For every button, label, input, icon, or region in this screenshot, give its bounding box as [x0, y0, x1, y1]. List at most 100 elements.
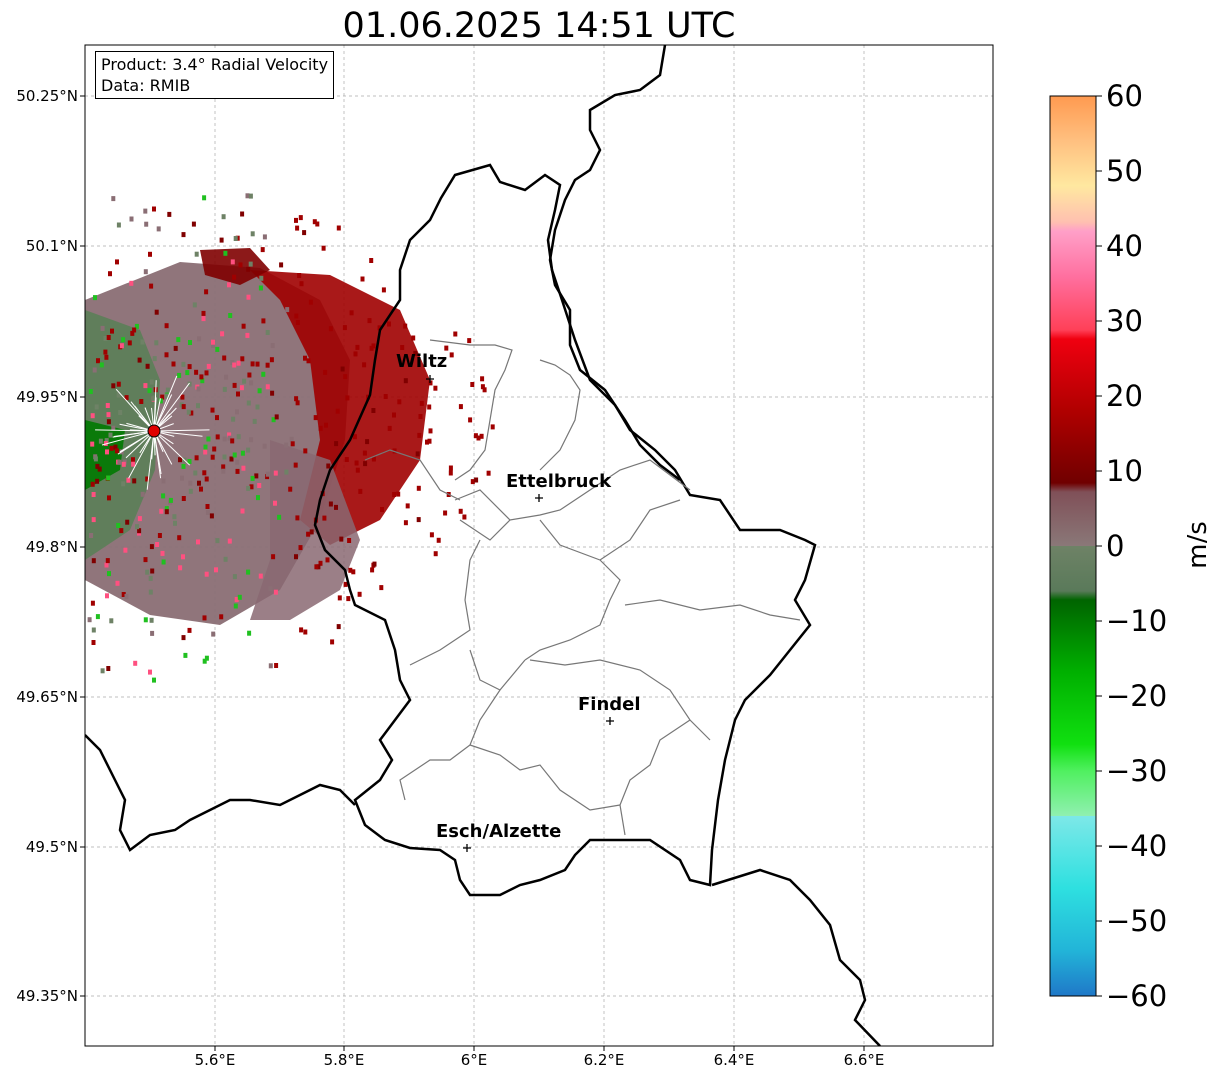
echo-speckle	[248, 193, 253, 199]
echo-speckle	[137, 516, 142, 522]
echo-speckle	[106, 412, 111, 418]
echo-speckle	[206, 436, 211, 442]
echo-speckle	[97, 466, 102, 472]
echo-speckle	[270, 343, 275, 349]
echo-speckle	[114, 448, 119, 454]
echo-near-zero-south	[250, 440, 360, 620]
echo-speckle	[268, 663, 273, 669]
echo-speckle	[293, 462, 298, 468]
echo-speckle	[150, 568, 155, 574]
echo-speckle	[380, 507, 384, 512]
echo-speckle	[318, 560, 323, 566]
echo-outbound	[250, 270, 430, 545]
echo-speckle	[245, 332, 250, 338]
product-label: Product: 3.4° Radial Velocity	[101, 55, 329, 74]
echo-speckle	[194, 369, 199, 375]
lat-tick-label: 49.65°N	[16, 688, 78, 706]
echo-speckle	[284, 442, 289, 448]
echo-speckle	[180, 475, 184, 481]
lat-tick-label: 49.8°N	[25, 538, 78, 556]
echo-speckle	[164, 506, 169, 512]
echo-speckle	[173, 345, 178, 351]
echo-speckle	[223, 250, 228, 256]
echo-speckle	[134, 323, 139, 329]
echo-speckle	[215, 538, 220, 544]
echo-speckle	[381, 287, 386, 293]
echo-speckle	[476, 435, 481, 441]
echo-speckle	[165, 387, 170, 393]
echo-speckle	[241, 323, 246, 329]
echo-speckle	[133, 660, 138, 666]
echo-speckle	[160, 394, 165, 400]
echo-speckle	[91, 492, 96, 497]
echo-speckle	[202, 658, 207, 664]
echo-speckle	[110, 328, 114, 334]
echo-speckle	[482, 387, 487, 393]
echo-speckle	[188, 480, 193, 486]
echo-speckle	[273, 500, 277, 506]
echo-speckle	[355, 467, 360, 473]
echo-speckle	[145, 476, 150, 482]
echo-speckle	[403, 378, 408, 384]
echo-speckle	[295, 400, 300, 406]
echo-streak	[153, 430, 203, 437]
echo-speckle	[90, 600, 95, 606]
echo-speckle	[232, 274, 237, 280]
echo-speckle	[289, 436, 294, 442]
echo-speckle	[196, 539, 200, 545]
echo-speckle	[221, 468, 226, 474]
echo-speckle	[95, 463, 100, 469]
echo-speckle	[453, 331, 458, 337]
echo-speckle	[222, 436, 227, 442]
echo-speckle	[91, 517, 96, 523]
lon-tick-label: 5.6°E	[194, 1051, 236, 1069]
colorbar-tick-label: −40	[1106, 829, 1168, 863]
echo-speckle	[181, 554, 185, 560]
echo-speckle	[227, 282, 231, 288]
echo-speckle	[229, 456, 234, 462]
echo-speckle	[397, 399, 402, 405]
echo-speckle	[119, 528, 124, 534]
colorbar-tick-label: 50	[1106, 154, 1143, 188]
echo-speckle	[219, 237, 224, 243]
echo-speckle	[274, 663, 279, 668]
echo-speckle	[149, 617, 154, 623]
echo-speckle	[203, 449, 208, 455]
echo-speckle	[357, 591, 362, 597]
echo-speckle	[467, 338, 472, 344]
echo-speckle	[273, 589, 278, 595]
echo-speckle	[433, 551, 438, 557]
echo-speckle	[322, 515, 327, 521]
lat-tick-marks	[80, 95, 865, 1051]
echo-speckle	[230, 438, 235, 444]
echo-speckle	[104, 354, 109, 360]
echo-speckle	[119, 343, 124, 349]
product-info-box: Product: 3.4° Radial Velocity Data: RMIB	[95, 51, 335, 99]
echo-speckle	[246, 400, 251, 406]
echo-speckle	[326, 463, 331, 469]
echo-speckle	[93, 456, 98, 462]
echo-speckle	[116, 523, 121, 528]
echo-speckle	[268, 586, 273, 592]
colorbar-tick-label: −30	[1106, 754, 1168, 788]
echo-speckle	[392, 492, 397, 497]
echo-speckle	[294, 554, 298, 560]
echo-speckle	[121, 337, 126, 343]
echo-speckle	[193, 470, 198, 476]
echo-speckle	[448, 470, 453, 476]
echo-speckle	[486, 470, 491, 476]
city-label-wiltz: Wiltz	[396, 351, 448, 372]
echo-speckle	[177, 372, 182, 378]
echo-speckle	[355, 344, 360, 350]
country-borders	[85, 45, 881, 1046]
echo-speckle	[91, 640, 96, 645]
echo-speckle	[205, 510, 210, 515]
echo-speckle	[392, 448, 397, 454]
echo-speckle	[279, 262, 284, 268]
echo-speckle	[246, 569, 251, 575]
echo-speckle	[126, 477, 131, 483]
echo-speckle	[161, 493, 166, 499]
echo-speckle	[149, 544, 154, 550]
echo-speckle	[262, 443, 267, 449]
echo-speckle	[194, 251, 199, 257]
